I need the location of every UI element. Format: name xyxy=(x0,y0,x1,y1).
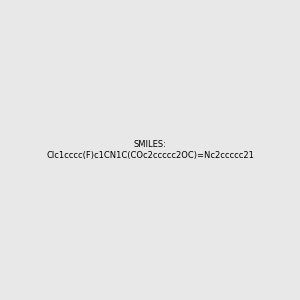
Text: SMILES:
Clc1cccc(F)c1CN1C(COc2ccccc2OC)=Nc2ccccc21: SMILES: Clc1cccc(F)c1CN1C(COc2ccccc2OC)=… xyxy=(46,140,254,160)
